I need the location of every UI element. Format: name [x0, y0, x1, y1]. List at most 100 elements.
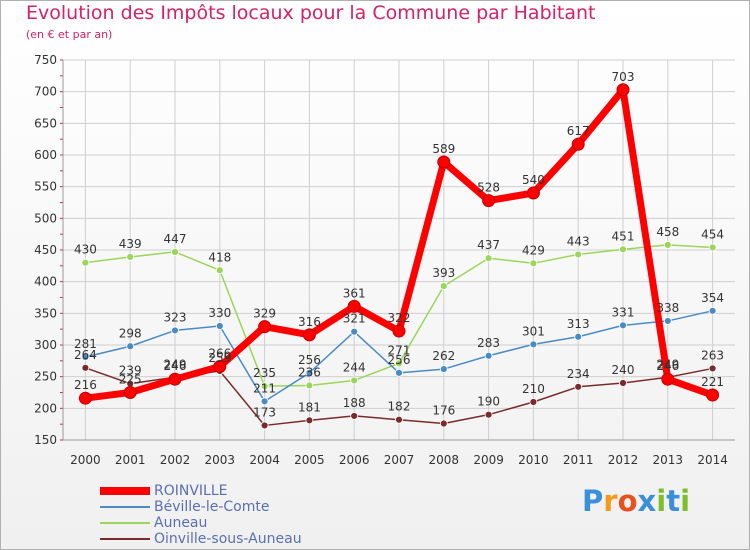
data-label: 540	[522, 173, 545, 187]
x-tick-label: 2009	[473, 453, 504, 467]
logo-letter: o	[617, 484, 638, 518]
data-label: 283	[477, 336, 500, 350]
data-point	[529, 340, 538, 349]
x-tick-label: 2005	[294, 453, 325, 467]
data-point	[258, 320, 272, 334]
data-point	[213, 360, 227, 374]
data-label: 322	[388, 311, 411, 325]
data-label: 338	[656, 301, 679, 315]
data-point	[529, 398, 538, 406]
data-label: 271	[388, 343, 411, 357]
data-point	[215, 266, 224, 275]
x-tick-label: 2002	[160, 453, 191, 467]
data-point	[215, 322, 224, 330]
data-point	[619, 321, 627, 330]
chart-subtitle: (en € et par an)	[26, 28, 113, 41]
logo-letter: x	[637, 484, 657, 518]
legend-swatch-roinville	[100, 487, 150, 495]
data-point	[392, 324, 406, 338]
chart-title: Evolution des Impôts locaux pour la Comm…	[26, 2, 596, 24]
data-point	[663, 317, 672, 325]
data-label: 173	[253, 405, 276, 419]
data-point	[619, 379, 627, 387]
data-label: 256	[388, 353, 411, 367]
data-label: 313	[567, 317, 590, 331]
x-tick-label: 2006	[339, 453, 370, 467]
data-label: 249	[164, 357, 187, 371]
data-label: 330	[208, 306, 231, 320]
data-point	[439, 419, 448, 428]
data-label: 451	[612, 229, 635, 243]
legend-label-roinville: ROINVILLE	[154, 483, 228, 499]
x-tick-label: 2001	[115, 453, 146, 467]
data-point	[350, 376, 359, 385]
data-label: 301	[522, 324, 545, 338]
data-label: 181	[298, 400, 321, 414]
x-tick-label: 2010	[518, 453, 549, 467]
legend-label-beville: Béville-le-Comte	[154, 499, 270, 515]
y-tick-label: 250	[34, 370, 57, 384]
data-point	[663, 241, 672, 249]
y-tick-label: 650	[34, 116, 57, 130]
data-label: 437	[477, 238, 500, 252]
data-label: 182	[388, 400, 411, 414]
data-point	[708, 243, 717, 252]
y-tick-label: 700	[34, 85, 57, 99]
y-tick-label: 600	[34, 148, 57, 162]
x-tick-label: 2011	[563, 453, 594, 467]
y-tick-label: 200	[34, 401, 57, 415]
data-label: 447	[164, 232, 187, 246]
logo-letter: i	[680, 484, 691, 518]
logo-letter: r	[603, 484, 618, 518]
data-point	[437, 155, 451, 169]
y-tick-label: 750	[34, 53, 57, 67]
data-point	[484, 410, 493, 419]
data-point	[350, 412, 359, 420]
y-tick-label: 550	[34, 180, 57, 194]
data-point	[260, 421, 269, 430]
data-point	[574, 382, 583, 391]
data-label: 528	[477, 181, 500, 195]
data-point	[395, 415, 403, 424]
data-point	[708, 364, 717, 373]
data-point	[484, 351, 493, 360]
x-tick-label: 2008	[429, 453, 460, 467]
data-point	[305, 381, 314, 390]
data-label: 329	[253, 307, 276, 321]
data-label: 210	[522, 382, 545, 396]
x-tick-label: 2012	[608, 453, 639, 467]
data-label: 246	[164, 359, 187, 373]
data-label: 617	[567, 124, 590, 138]
data-point	[168, 372, 182, 386]
data-point	[123, 386, 137, 399]
data-label: 589	[432, 142, 455, 156]
legend-swatch-oinville	[100, 538, 150, 540]
x-tick-label: 2003	[205, 453, 236, 467]
data-label: 458	[656, 225, 679, 239]
data-point	[305, 368, 314, 377]
data-point	[260, 397, 269, 406]
data-point	[81, 258, 90, 267]
data-point	[350, 327, 359, 336]
y-tick-label: 400	[34, 275, 57, 289]
data-label: 211	[253, 381, 276, 395]
data-point	[706, 388, 720, 402]
proxiti-logo: Proxiti	[582, 484, 690, 518]
data-label: 393	[432, 266, 455, 280]
logo-letter: P	[582, 484, 604, 518]
data-label: 323	[164, 310, 187, 324]
data-label: 240	[612, 363, 635, 377]
data-point	[305, 416, 314, 425]
data-point	[171, 326, 179, 335]
data-point	[661, 372, 675, 386]
data-label: 244	[343, 360, 366, 374]
data-point	[439, 282, 448, 291]
y-tick-label: 300	[34, 338, 57, 352]
data-point	[571, 137, 585, 151]
data-label: 443	[567, 234, 590, 248]
data-label: 256	[298, 353, 321, 367]
data-point	[616, 83, 630, 97]
data-label: 188	[343, 396, 366, 410]
data-label: 262	[432, 349, 455, 363]
